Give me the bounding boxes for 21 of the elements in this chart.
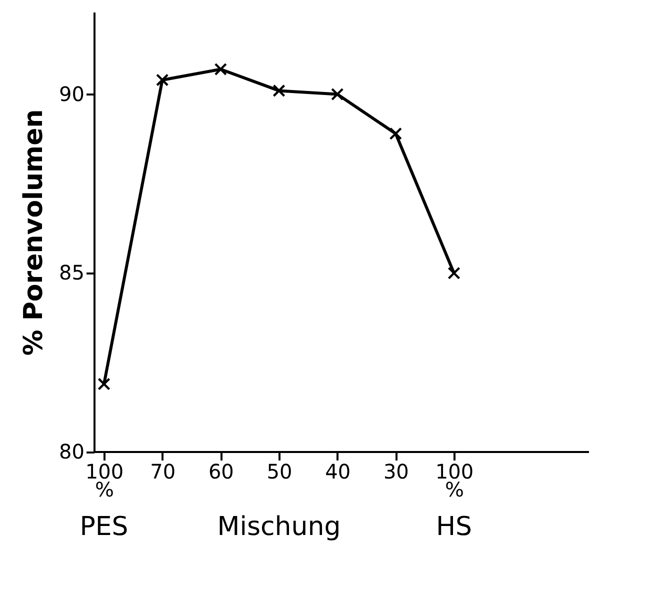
x-tick-label: 40 <box>325 460 351 484</box>
text: PES <box>80 512 128 542</box>
point <box>448 266 460 280</box>
x-tick-label: 60 <box>208 460 234 484</box>
y-tick-label: 80 <box>59 440 84 464</box>
point <box>272 84 286 98</box>
point <box>156 74 169 86</box>
x-tick-label: 100 % <box>85 460 124 502</box>
y-tick-label: 85 <box>59 260 84 285</box>
text: Mischung <box>217 512 341 542</box>
point <box>98 378 110 390</box>
y-tick-label: 90 <box>59 82 84 106</box>
point <box>330 88 344 101</box>
x-tick-label: 50 <box>266 460 292 484</box>
x-tick-label: 30 <box>383 460 409 484</box>
x-tick-label: 70 <box>150 460 176 484</box>
point <box>389 127 402 140</box>
y-axis-title: % Porenvolumen <box>19 109 50 356</box>
text: HS <box>436 512 472 542</box>
point <box>214 62 228 76</box>
x-tick-label: 100 % <box>435 460 474 502</box>
